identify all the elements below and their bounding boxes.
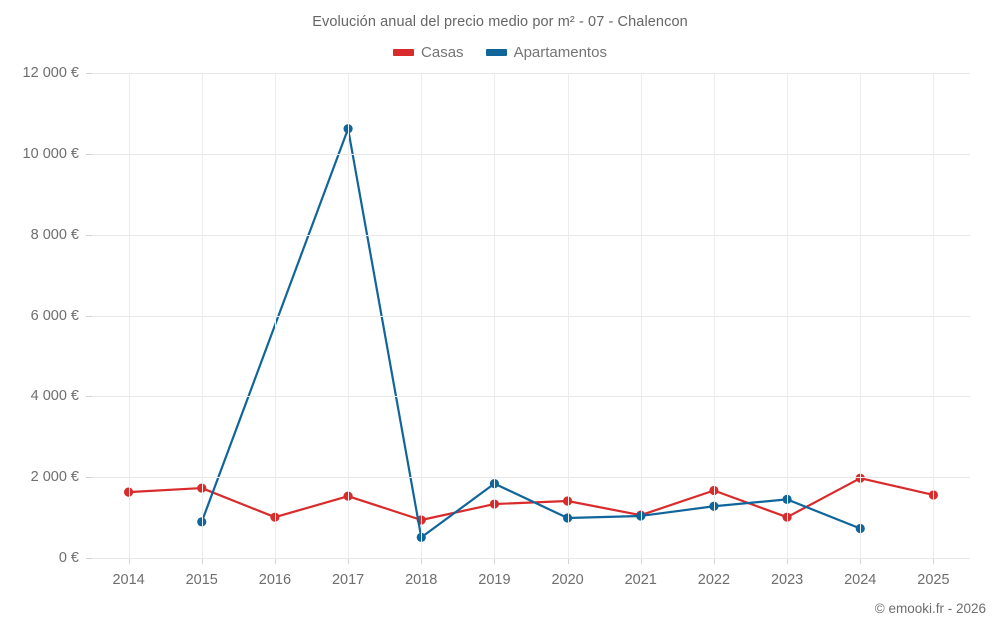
gridline-vertical: [933, 73, 935, 558]
gridline-vertical: [274, 73, 276, 558]
series-line-apartamentos: [200, 127, 862, 539]
gridline-horizontal: [92, 558, 970, 559]
x-tick-mark: [640, 558, 642, 564]
x-tick-mark: [348, 558, 350, 564]
y-tick-mark: [86, 558, 92, 559]
x-axis-tick-label: 2023: [770, 572, 804, 588]
gridline-horizontal: [92, 315, 970, 317]
x-axis-tick-label: 2015: [185, 572, 218, 588]
x-axis-tick-label: 2025: [917, 572, 950, 588]
legend-item-casas[interactable]: Casas: [393, 44, 464, 61]
y-tick-mark: [86, 396, 92, 398]
x-tick-mark: [494, 558, 496, 564]
gridline-horizontal: [92, 396, 970, 398]
gridline-horizontal: [92, 153, 970, 155]
x-tick-mark: [787, 558, 789, 564]
copyright-credit: © emooki.fr - 2026: [874, 601, 986, 616]
y-tick-mark: [86, 315, 92, 317]
legend-swatch-apartamentos: [485, 49, 507, 56]
y-tick-mark: [86, 234, 92, 236]
gridline-vertical: [421, 73, 423, 558]
x-axis-tick-label: 2020: [551, 572, 584, 588]
y-tick-mark: [86, 477, 92, 479]
y-axis-tick-label: 12 000 €: [22, 65, 79, 81]
legend-swatch-casas: [393, 49, 415, 56]
x-axis-tick-label: 2019: [478, 572, 511, 588]
x-axis-tick-label: 2016: [258, 572, 292, 588]
x-tick-mark: [128, 558, 130, 564]
x-tick-mark: [860, 558, 862, 564]
gridline-vertical: [494, 73, 496, 558]
gridline-vertical: [567, 73, 569, 558]
x-axis-tick-label: 2014: [112, 572, 145, 588]
y-axis-tick-label: 2 000 €: [30, 469, 79, 486]
x-tick-mark: [567, 558, 569, 564]
gridline-horizontal: [92, 73, 970, 74]
legend-label-apartamentos: Apartamentos: [513, 44, 607, 61]
x-axis-tick-label: 2018: [405, 572, 438, 588]
y-axis-tick-label: 8 000 €: [30, 226, 79, 243]
x-axis-tick-label: 2024: [844, 572, 877, 588]
y-tick-mark: [86, 153, 92, 155]
x-tick-mark: [933, 558, 935, 564]
x-axis-tick-label: 2017: [331, 572, 365, 588]
x-axis-tick-label: 2021: [624, 572, 657, 588]
series-line-casas: [127, 477, 935, 522]
x-tick-mark: [421, 558, 423, 564]
legend-item-apartamentos[interactable]: Apartamentos: [485, 44, 607, 61]
gridline-vertical: [787, 73, 789, 558]
y-axis-tick-label: 6 000 €: [30, 307, 79, 324]
x-tick-mark: [201, 558, 203, 564]
legend-label-casas: Casas: [421, 44, 464, 61]
y-tick-mark: [86, 73, 92, 74]
chart-legend: Casas Apartamentos: [0, 44, 1000, 61]
x-tick-mark: [713, 558, 715, 564]
x-axis-tick-label: 2022: [697, 572, 731, 588]
gridline-horizontal: [92, 477, 970, 479]
gridline-vertical: [713, 73, 715, 558]
gridline-vertical: [860, 73, 862, 558]
gridline-vertical: [348, 73, 350, 558]
plot-area: [92, 73, 970, 559]
x-tick-mark: [274, 558, 276, 564]
gridline-vertical: [201, 73, 203, 558]
gridline-horizontal: [92, 234, 970, 236]
gridline-vertical: [128, 73, 130, 558]
chart-title: Evolución anual del precio medio por m² …: [312, 14, 688, 30]
y-axis-tick-label: 0 €: [58, 550, 79, 566]
gridline-vertical: [640, 73, 642, 558]
y-axis-tick-label: 4 000 €: [30, 388, 79, 405]
y-axis-tick-label: 10 000 €: [22, 145, 79, 162]
